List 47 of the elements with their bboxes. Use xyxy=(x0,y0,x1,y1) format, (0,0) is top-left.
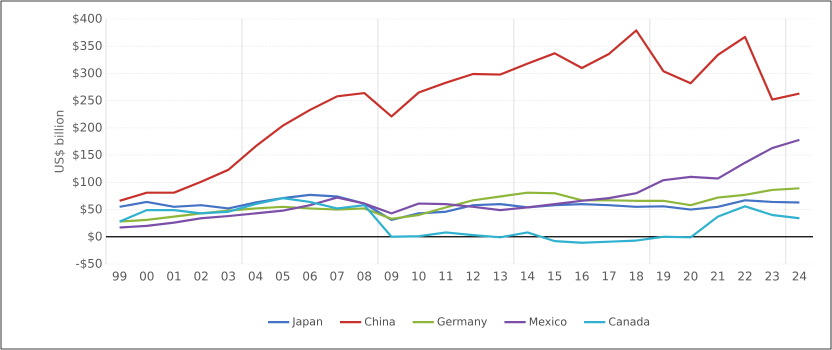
x-tick-label: 03 xyxy=(222,272,236,281)
x-tick-label: 18 xyxy=(630,272,644,281)
x-tick-label: 21 xyxy=(711,272,724,280)
x-tick-label: 16 xyxy=(576,272,589,281)
x-tick-label: 00 xyxy=(140,272,154,281)
y-tick-label: $150 xyxy=(73,150,102,161)
x-tick-label: 15 xyxy=(548,272,562,280)
x-tick-label: 23 xyxy=(765,272,779,281)
y-tick-label: $100 xyxy=(73,176,102,188)
x-tick-label: 09 xyxy=(384,272,398,281)
y-tick-label: $250 xyxy=(73,95,102,106)
y-tick-label: $0 xyxy=(88,231,102,242)
y-tick-label: $50 xyxy=(80,204,102,215)
x-tick-label: 07 xyxy=(330,272,344,281)
x-tick-label: 08 xyxy=(358,272,372,281)
x-tick-label: 05 xyxy=(276,272,290,281)
y-tick-label: $400 xyxy=(73,14,102,24)
line-series xyxy=(118,194,801,221)
x-tick-label: 11 xyxy=(440,272,452,280)
x-tick-label: 04 xyxy=(248,272,262,281)
x-tick-label: 02 xyxy=(194,272,208,281)
y-tick-label: $350 xyxy=(73,40,102,52)
y-tick-label: -$50 xyxy=(76,258,102,270)
legend-label: Mexico xyxy=(530,317,566,326)
x-tick-label: 99 xyxy=(112,272,126,281)
x-tick-label: 14 xyxy=(521,272,534,280)
line-series xyxy=(118,197,801,244)
legend-label: Canada xyxy=(609,317,650,326)
legend-label: China xyxy=(364,317,395,326)
line-series xyxy=(118,29,801,202)
x-tick-label: 22 xyxy=(738,272,752,280)
line-series xyxy=(118,138,801,229)
x-tick-label: 20 xyxy=(684,272,698,281)
y-tick-label: $300 xyxy=(73,68,102,79)
x-tick-label: 17 xyxy=(602,272,616,280)
line-series xyxy=(118,187,801,223)
x-tick-label: 12 xyxy=(466,272,480,280)
legend-label: Germany xyxy=(438,317,488,328)
x-tick-label: 19 xyxy=(657,272,670,281)
x-tick-label: 10 xyxy=(412,272,426,281)
legend-label: Japan xyxy=(292,317,322,328)
x-tick-label: 01 xyxy=(167,272,180,281)
y-tick-label: $200 xyxy=(73,122,102,134)
y-axis-title: US$ billion xyxy=(54,110,66,172)
x-tick-label: 06 xyxy=(303,272,317,281)
x-tick-label: 24 xyxy=(792,272,806,280)
x-tick-label: 13 xyxy=(494,272,507,281)
